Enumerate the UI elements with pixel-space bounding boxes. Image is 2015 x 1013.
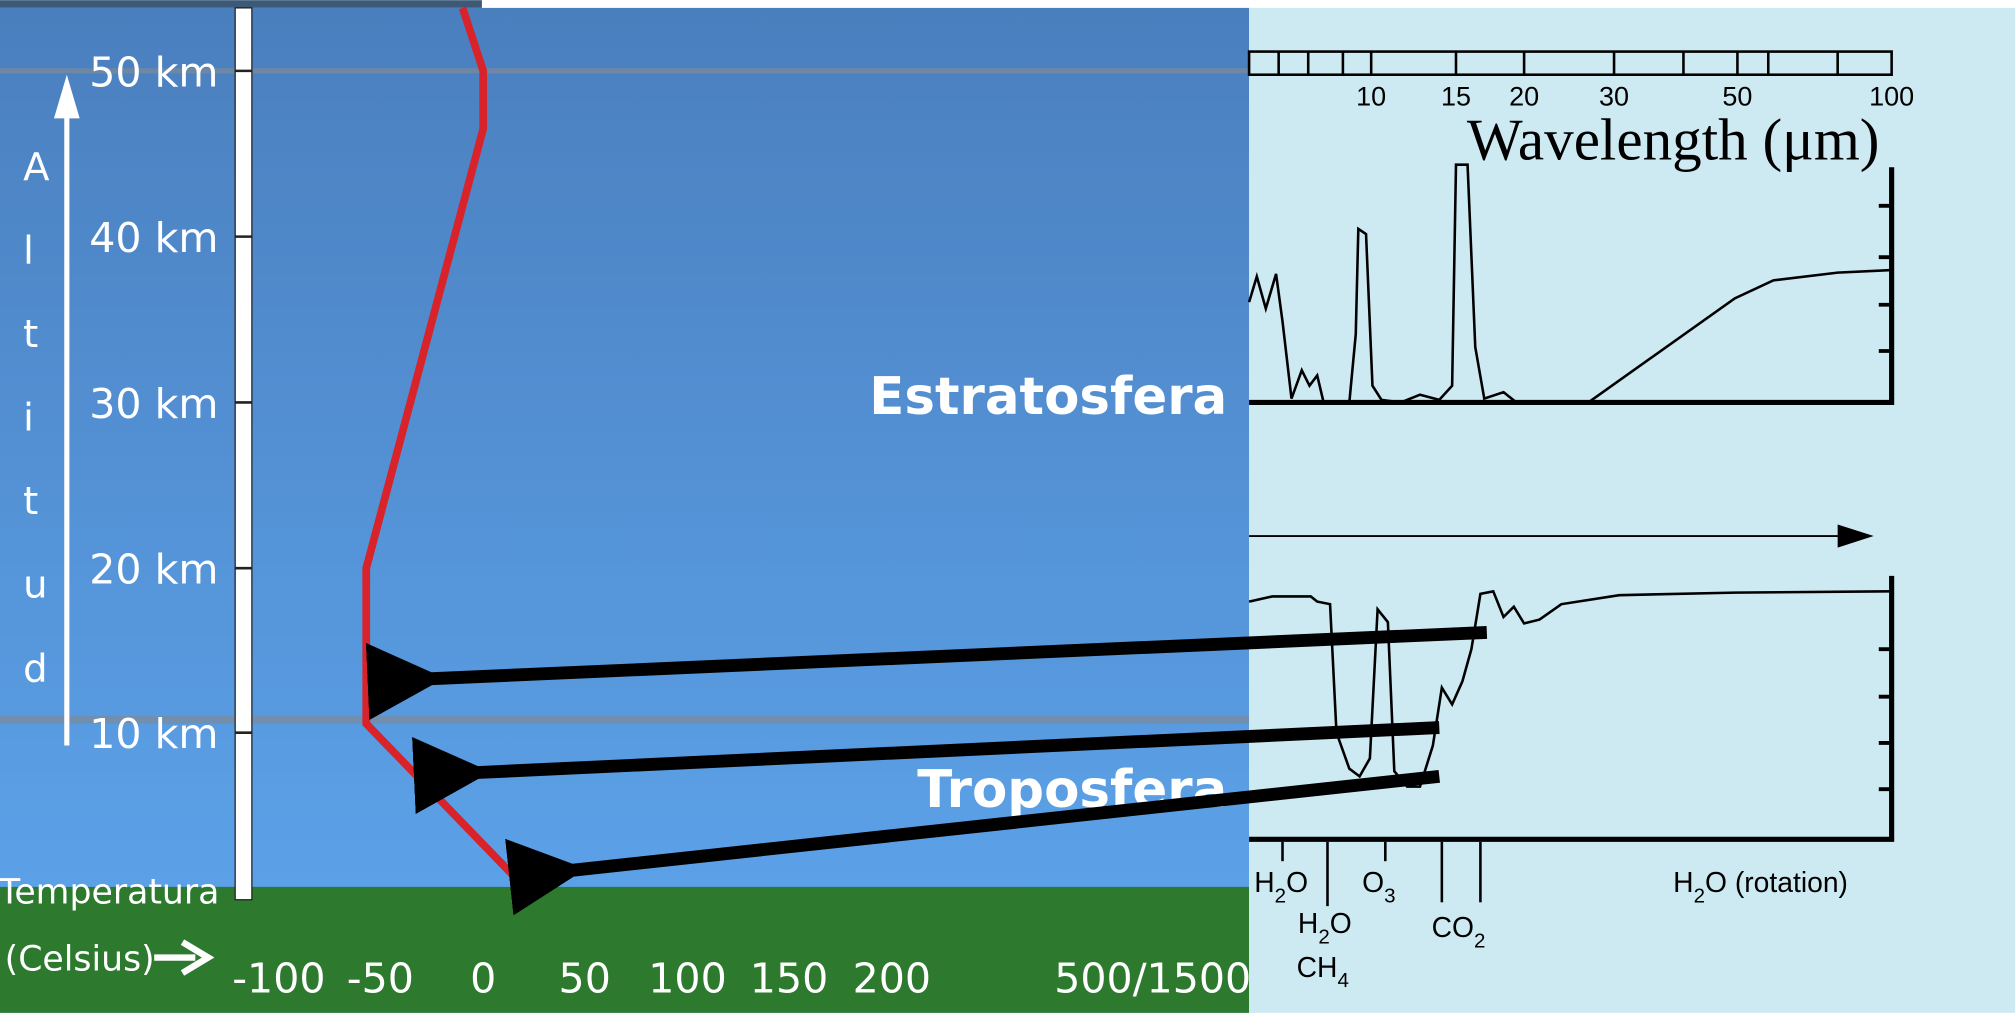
gas-subscript: 2 [1318, 925, 1329, 948]
temperature-tick-label: 200 [853, 954, 931, 1002]
temperature-profile [362, 6, 528, 890]
gas-subscript: 4 [1337, 969, 1348, 992]
gas-label: H2O [1298, 907, 1352, 948]
temperature-label: Temperatura [0, 873, 219, 913]
wavelength-tick-label: 10 [1356, 82, 1386, 112]
wavelength-tick-label: 20 [1509, 82, 1539, 112]
gas-rest: O (rotation) [1705, 866, 1848, 898]
gas-markers [1281, 841, 1482, 907]
wavelength-tick-label: 50 [1722, 82, 1752, 112]
top-strip [0, 0, 482, 8]
wavelength-tick-label: 100 [1869, 82, 1914, 112]
gas-base: H [1254, 866, 1274, 898]
gas-subscript: 2 [1694, 884, 1705, 907]
link-arrows [365, 626, 1488, 916]
gas-base: H [1673, 866, 1693, 898]
gas-label: CH4 [1297, 951, 1349, 992]
temperature-tick-label: -50 [347, 954, 414, 1002]
gas-subscript: 3 [1384, 884, 1395, 907]
lower-spectrum-axes [1249, 575, 1895, 842]
altitude-ticks [235, 69, 252, 734]
sky [0, 7, 1250, 1013]
gas-base: O [1362, 866, 1384, 898]
altitude-tick-labels: 50 km 40 km 30 km 20 km 10 km [89, 48, 218, 758]
layer-label: Estratosfera [869, 367, 1227, 427]
gas-base: H [1298, 907, 1318, 939]
temperature-tick-label: 100 [648, 954, 726, 1002]
gas-rest: O [1286, 866, 1308, 898]
temperature-arrow [154, 939, 215, 976]
gas-label: O3 [1362, 866, 1395, 907]
wavelength-tick-label: 30 [1599, 82, 1629, 112]
gas-base: CH [1297, 951, 1338, 983]
gas-subscript: 2 [1474, 929, 1485, 952]
wavelength-scale [1247, 50, 1893, 76]
upper-spectrum-axes [1249, 167, 1895, 405]
wavelength-tick-label: 15 [1441, 82, 1471, 112]
altitude-arrowhead [53, 74, 80, 119]
altitude-tick-label: 40 km [89, 214, 218, 262]
gas-label: CO2 [1432, 911, 1486, 952]
altitude-tick-label: 10 km [89, 710, 218, 758]
wavelength-ticks [1277, 51, 1839, 75]
middle-arrowhead [1837, 524, 1874, 548]
wavelength-label: Wavelength (μm) [1467, 107, 1880, 173]
gas-base: CO [1432, 911, 1474, 943]
gas-label: H2O (rotation) [1673, 866, 1848, 907]
gas-subscript: 2 [1275, 884, 1286, 907]
ground [0, 886, 1250, 1013]
altitude-axis [234, 7, 253, 901]
upper-spectrum [1247, 163, 1892, 404]
temperature-tick-label: 150 [750, 954, 828, 1002]
altitude-tick-label: 30 km [89, 380, 218, 428]
wavelength-tick-labels: 10 15 20 30 50 100 [1356, 82, 1914, 112]
temperature-tick-label: -100 [232, 954, 325, 1002]
temperature-tick-label: 50 [559, 954, 611, 1002]
altitude-tick-label: 50 km [89, 48, 218, 96]
temperature-label: (Celsius) [5, 939, 155, 979]
altitude-tick-label: 20 km [89, 546, 218, 594]
temperature-tick-labels: -100 -50 0 50 100 150 200 500/1500 [232, 954, 1251, 1002]
gas-rest: O [1330, 907, 1352, 939]
spectrum-panel [1249, 7, 2015, 1013]
temperature-tick-label: 0 [470, 954, 496, 1002]
gas-label: H2O [1254, 866, 1308, 907]
temperature-tick-label: 500/1500 [1054, 954, 1251, 1002]
lower-spectrum [1248, 589, 1892, 788]
